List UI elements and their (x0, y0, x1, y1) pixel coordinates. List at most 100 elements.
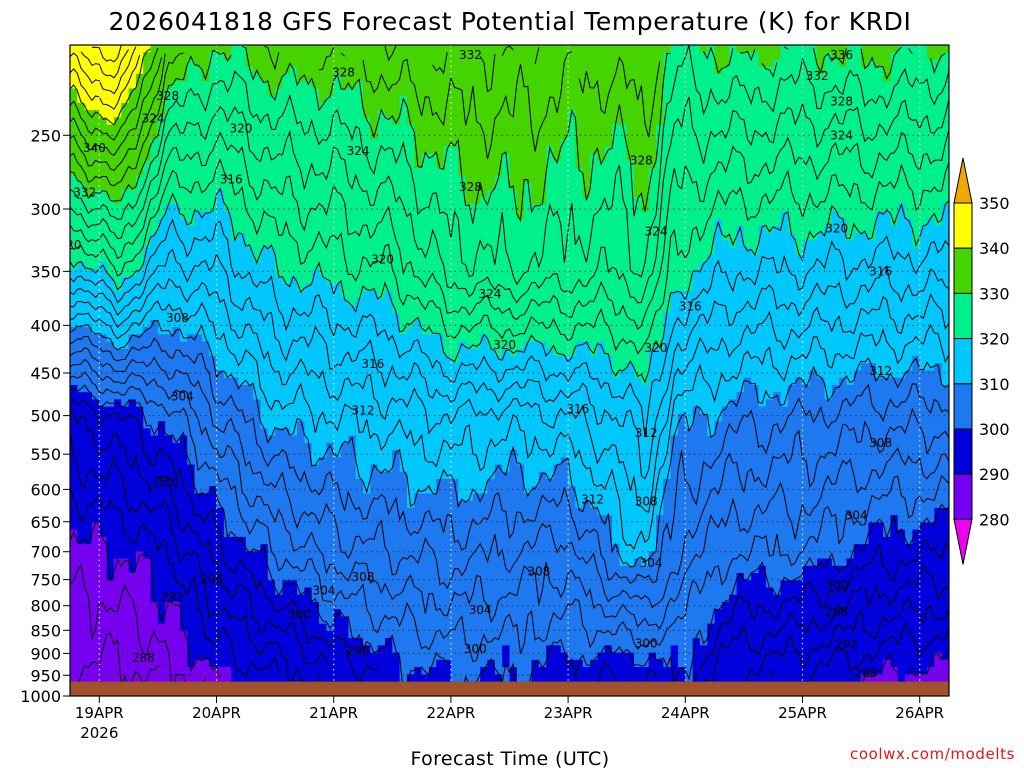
theta-cell (260, 442, 269, 451)
theta-cell (201, 616, 210, 625)
theta-cell (333, 486, 342, 495)
theta-cell (245, 167, 254, 176)
theta-cell (297, 66, 305, 75)
theta-cell (70, 580, 78, 589)
theta-cell (392, 88, 401, 97)
theta-cell (231, 493, 240, 502)
theta-cell (121, 327, 130, 335)
theta-cell (304, 536, 313, 545)
theta-cell (289, 182, 298, 191)
theta-cell (406, 630, 415, 639)
theta-cell (187, 413, 196, 422)
theta-cell (245, 616, 254, 625)
theta-cell (421, 276, 430, 285)
theta-cell (194, 341, 203, 350)
theta-cell (326, 189, 335, 198)
theta-cell (267, 580, 276, 589)
theta-cell (304, 95, 313, 104)
theta-cell (194, 623, 203, 632)
theta-cell (157, 377, 166, 386)
theta-cell (370, 124, 379, 133)
theta-cell (70, 630, 78, 639)
theta-cell (267, 73, 276, 82)
theta-cell (106, 421, 115, 429)
theta-cell (458, 182, 467, 191)
theta-cell (157, 341, 166, 350)
theta-cell (209, 399, 218, 408)
theta-cell (91, 218, 100, 227)
theta-cell (223, 674, 232, 683)
theta-cell (223, 218, 232, 227)
theta-cell (348, 406, 357, 415)
theta-cell (363, 139, 371, 147)
theta-cell (216, 399, 225, 408)
theta-cell (231, 601, 240, 610)
theta-cell (143, 507, 152, 516)
theta-cell (157, 88, 166, 97)
theta-cell (150, 363, 159, 372)
theta-cell (392, 558, 401, 567)
theta-cell (333, 290, 342, 299)
theta-cell (253, 384, 262, 393)
theta-cell (201, 493, 210, 502)
theta-cell (421, 196, 430, 205)
theta-cell (428, 377, 437, 386)
theta-cell (458, 131, 467, 140)
theta-cell (187, 146, 196, 155)
theta-cell (121, 413, 130, 422)
theta-cell (282, 428, 291, 437)
theta-cell (106, 529, 115, 538)
theta-cell (260, 269, 269, 278)
theta-cell (289, 211, 298, 220)
theta-cell (333, 594, 342, 603)
theta-cell (319, 139, 327, 147)
theta-cell (77, 616, 86, 625)
theta-cell (231, 623, 240, 632)
theta-cell (128, 167, 137, 176)
theta-cell (443, 370, 452, 379)
theta-cell (70, 356, 78, 364)
theta-cell (436, 59, 445, 68)
theta-cell (267, 225, 276, 234)
theta-cell (245, 175, 254, 184)
theta-cell (282, 81, 291, 89)
theta-cell (245, 262, 254, 270)
theta-cell (245, 399, 254, 408)
theta-cell (99, 558, 108, 567)
theta-cell (348, 160, 357, 169)
theta-cell (245, 290, 254, 299)
theta-cell (414, 334, 423, 343)
theta-cell (326, 319, 335, 328)
theta-cell (472, 370, 481, 379)
theta-cell (465, 384, 474, 393)
theta-cell (179, 204, 188, 212)
theta-cell (341, 290, 349, 299)
theta-cell (245, 565, 254, 574)
theta-cell (135, 377, 144, 386)
theta-cell (275, 276, 284, 285)
theta-cell (428, 218, 437, 227)
theta-cell (128, 377, 137, 386)
theta-cell (113, 59, 122, 68)
theta-cell (70, 544, 78, 552)
theta-cell (238, 269, 247, 278)
theta-cell (348, 254, 357, 263)
theta-cell (428, 283, 437, 292)
theta-cell (179, 659, 188, 668)
theta-cell (70, 305, 78, 314)
theta-cell (355, 45, 364, 53)
theta-cell (143, 493, 152, 502)
theta-cell (304, 507, 313, 516)
theta-cell (267, 421, 276, 429)
theta-cell (194, 52, 203, 61)
theta-cell (282, 413, 291, 422)
theta-cell (399, 645, 408, 654)
theta-cell (179, 558, 188, 567)
theta-cell (355, 95, 364, 104)
theta-cell (311, 406, 320, 415)
theta-cell (143, 392, 152, 401)
theta-cell (143, 146, 152, 155)
theta-cell (253, 276, 262, 285)
theta-cell (384, 124, 393, 133)
theta-cell (121, 493, 130, 502)
